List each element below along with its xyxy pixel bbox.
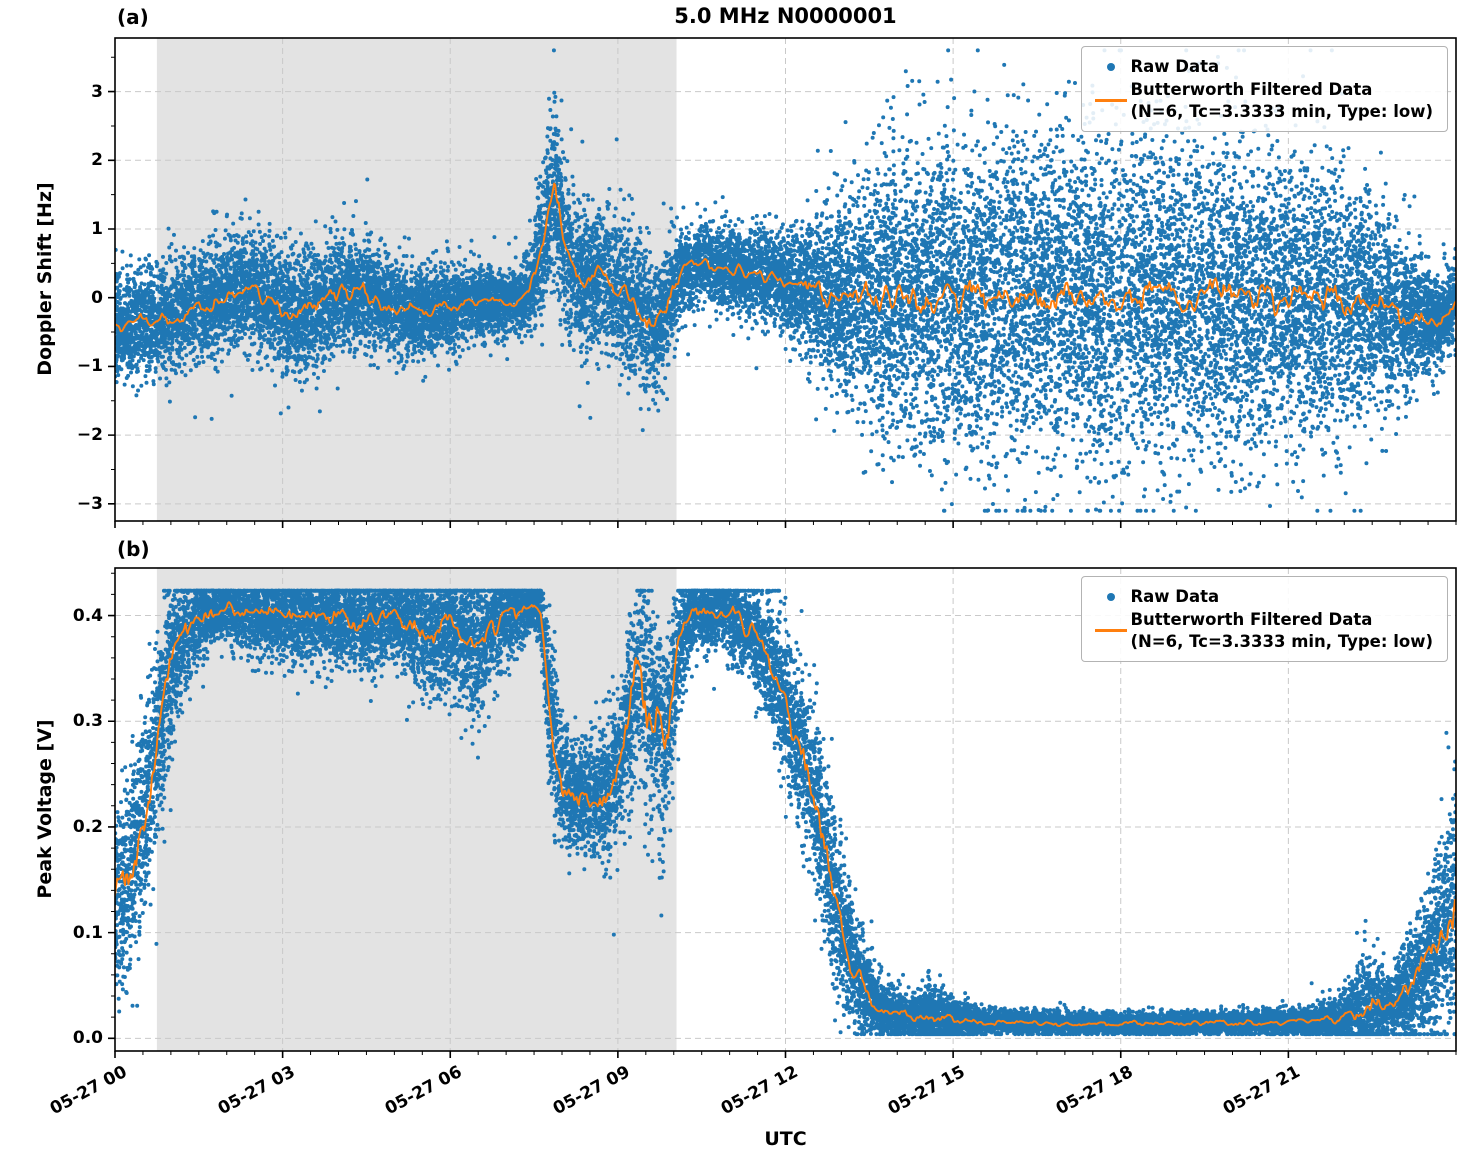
y-axis-label-voltage: Peak Voltage [V] [34, 719, 56, 899]
y-tick-label: 2 [91, 150, 103, 171]
y-tick-label: 0.4 [72, 605, 103, 626]
legend-entry-filtered: Butterworth Filtered Data (N=6, Tc=3.333… [1092, 79, 1433, 122]
y-tick-label: −1 [76, 356, 103, 377]
chart-title: 5.0 MHz N0000001 [674, 4, 897, 28]
y-tick-label: 3 [91, 81, 103, 102]
raw-data-marker-icon [1092, 62, 1130, 71]
y-tick-label: 0 [91, 287, 103, 308]
y-tick-label: −2 [76, 425, 103, 446]
panel-a-label: (a) [117, 5, 149, 29]
y-tick-label: 0.3 [72, 711, 103, 732]
legend-filtered-line1: Butterworth Filtered Data [1130, 610, 1373, 630]
y-tick-label: 0.2 [72, 816, 103, 837]
y-tick-label: 0.0 [72, 1028, 103, 1049]
legend-raw-label: Raw Data [1130, 57, 1220, 76]
filtered-line-marker-icon [1092, 99, 1130, 103]
legend-raw-label: Raw Data [1130, 587, 1220, 606]
y-axis-label-doppler: Doppler Shift [Hz] [34, 182, 56, 376]
legend-entry-raw: Raw Data [1092, 56, 1433, 77]
legend-entry-filtered: Butterworth Filtered Data (N=6, Tc=3.333… [1092, 609, 1433, 652]
legend-panel-b: Raw Data Butterworth Filtered Data (N=6,… [1081, 576, 1448, 663]
y-tick-label: −3 [76, 493, 103, 514]
legend-filtered-label: Butterworth Filtered Data (N=6, Tc=3.333… [1130, 609, 1433, 652]
raw-data-marker-icon [1092, 592, 1130, 601]
legend-filtered-line1: Butterworth Filtered Data [1130, 80, 1373, 100]
panel-b-label: (b) [117, 537, 150, 561]
x-axis-label: UTC [764, 1128, 807, 1150]
legend-filtered-label: Butterworth Filtered Data (N=6, Tc=3.333… [1130, 79, 1433, 122]
legend-entry-raw: Raw Data [1092, 586, 1433, 607]
y-tick-label: 1 [91, 219, 103, 239]
y-tick-label: 0.1 [72, 922, 103, 943]
filtered-line-marker-icon [1092, 629, 1130, 633]
legend-filtered-line2: (N=6, Tc=3.3333 min, Type: low) [1130, 631, 1433, 651]
legend-filtered-line2: (N=6, Tc=3.3333 min, Type: low) [1130, 101, 1433, 121]
legend-panel-a: Raw Data Butterworth Filtered Data (N=6,… [1081, 46, 1448, 133]
